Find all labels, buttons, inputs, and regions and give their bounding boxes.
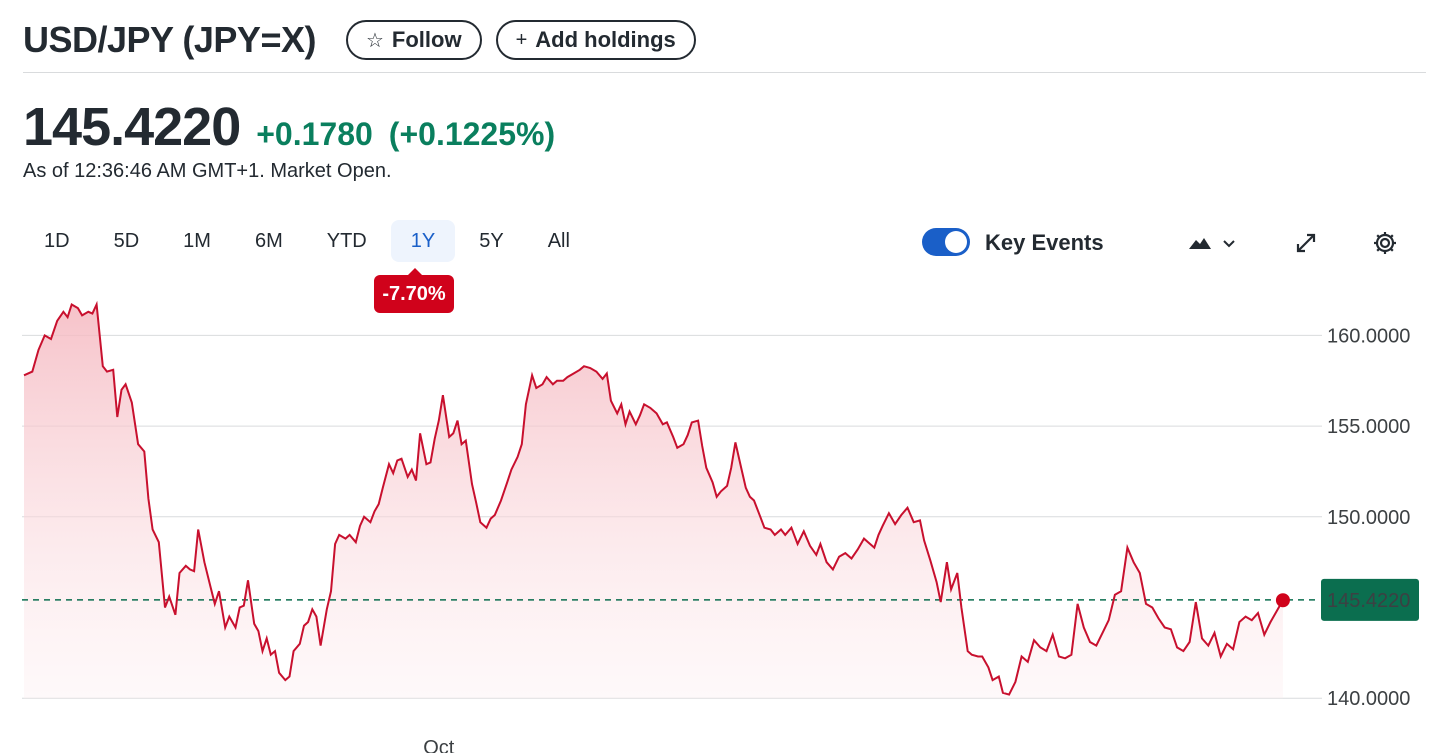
price-area-fill (24, 304, 1283, 699)
chevron-down-icon (1223, 240, 1235, 248)
add-holdings-button[interactable]: + Add holdings (495, 20, 696, 60)
quote-price-row: 145.4220 +0.1780 (+0.1225%) (23, 96, 555, 158)
current-price: 145.4220 (23, 97, 241, 157)
range-tab-ytd[interactable]: YTD (326, 229, 367, 252)
price-change-percent: (+0.1225%) (388, 116, 556, 152)
expand-chart-button[interactable] (1294, 226, 1318, 260)
y-tick-label: 155.0000 (1327, 416, 1410, 438)
y-tick-label: 140.0000 (1327, 688, 1410, 710)
y-tick-label: 150.0000 (1327, 507, 1410, 529)
x-axis: OctApr2025 (423, 737, 455, 753)
expand-arrows-icon (1296, 233, 1316, 253)
range-tabs: 1D 5D 1M 6M YTD 1Y 5Y All (24, 220, 594, 262)
current-price-label: 145.4220 (1321, 578, 1419, 621)
x-tick-label: Oct (423, 737, 455, 753)
add-holdings-button-label: Add holdings (535, 27, 676, 52)
range-tab-1y[interactable]: 1Y (390, 220, 456, 262)
y-axis: 160.0000 155.0000 150.0000 140.0000 (1327, 325, 1410, 710)
range-tab-5d[interactable]: 5D (113, 229, 140, 252)
gear-icon (1374, 232, 1396, 254)
toggle-knob (945, 231, 967, 253)
range-tab-1m[interactable]: 1M (183, 229, 211, 252)
key-events-label: Key Events (985, 230, 1104, 255)
follow-button[interactable]: ☆ Follow (345, 20, 482, 60)
y-tick-label: 160.0000 (1327, 325, 1410, 347)
current-price-dot (1275, 593, 1290, 608)
market-status: As of 12:36:46 AM GMT+1. Market Open. (23, 160, 392, 182)
header-divider (23, 72, 1426, 73)
range-tab-1d[interactable]: 1D (44, 229, 70, 252)
plus-icon: + (515, 28, 528, 51)
current-price-label-text: 145.4220 (1327, 590, 1410, 612)
page-title: USD/JPY (JPY=X) (23, 19, 316, 60)
price-change: +0.1780 (256, 116, 373, 152)
mountain-chart-icon (1189, 238, 1211, 249)
price-line (23, 300, 1284, 696)
key-events-toggle[interactable] (922, 228, 970, 256)
quote-header: USD/JPY (JPY=X) ☆ Follow + Add holdings (23, 10, 1426, 70)
star-outline-icon: ☆ (365, 29, 384, 52)
range-tab-5y[interactable]: 5Y (479, 229, 504, 252)
follow-button-label: Follow (391, 27, 462, 52)
range-tab-all[interactable]: All (547, 229, 570, 252)
chart-toolbar: Key Events (920, 222, 1416, 264)
period-change-badge: -7.70% (374, 268, 454, 313)
price-chart[interactable]: 145.4220 160.0000 155.0000 150.0000 140.000… (0, 290, 1456, 753)
chart-type-button[interactable] (1188, 226, 1238, 260)
chart-settings-button[interactable] (1372, 226, 1398, 260)
range-tab-6m[interactable]: 6M (254, 229, 283, 252)
